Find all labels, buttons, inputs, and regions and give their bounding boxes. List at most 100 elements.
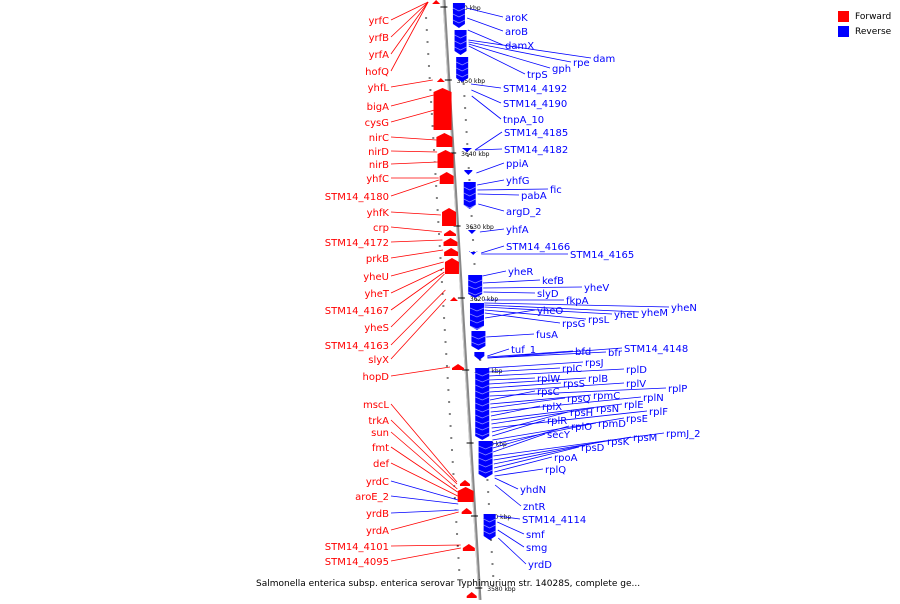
reverse-gene-label: dam — [593, 54, 615, 65]
forward-leader-line — [390, 462, 458, 497]
reverse-gene-label: rplQ — [545, 465, 566, 476]
reverse-gene-chevron — [456, 61, 469, 66]
reverse-gene-chevron — [475, 414, 490, 419]
reverse-leader-line — [498, 537, 527, 565]
legend-forward-label: Forward — [855, 11, 892, 22]
reverse-leader-line — [474, 148, 503, 151]
reverse-swatch — [838, 26, 849, 37]
reverse-gene-chevron — [475, 390, 490, 395]
forward-gene-label: yrfB — [369, 33, 390, 44]
map-caption: Salmonella enterica subsp. enterica sero… — [256, 579, 641, 589]
reverse-leader-line — [482, 279, 541, 284]
reverse-gene-arrow — [474, 352, 485, 360]
forward-gene-arrow — [449, 297, 458, 301]
tick-label: 3650 kbp — [457, 78, 485, 85]
forward-leader-line — [390, 94, 434, 107]
reverse-gene-arrow — [475, 368, 490, 440]
reverse-leader-line — [492, 433, 546, 453]
reverse-gene-chevron — [478, 457, 493, 462]
reverse-leader-line — [493, 432, 665, 457]
reverse-leader-line — [490, 405, 541, 417]
reverse-leader-line — [497, 529, 525, 548]
reverse-leader-line — [487, 348, 510, 357]
reverse-leader-line — [468, 41, 572, 63]
reverse-gene-chevron — [469, 313, 485, 318]
reverse-gene-label: STM14_4148 — [624, 344, 688, 355]
reverse-gene-arrow — [467, 230, 476, 234]
forward-gene-label: prkB — [366, 254, 389, 265]
reverse-gene-label: rpsS — [563, 379, 585, 390]
reverse-leader-line — [484, 306, 613, 315]
reverse-leader-line — [487, 347, 623, 359]
forward-gene-label: trkA — [368, 416, 389, 427]
legend-reverse: Reverse — [838, 24, 891, 39]
reverse-gene-chevron — [478, 469, 493, 474]
reverse-gene-chevron — [478, 451, 493, 456]
reverse-leader-line — [494, 484, 522, 507]
reverse-gene-label: rpsH — [570, 408, 593, 419]
reverse-gene-chevron — [471, 335, 486, 340]
reverse-leader-line — [493, 436, 632, 461]
forward-gene-label: STM14_4095 — [325, 557, 389, 568]
forward-gene-label: aroE_2 — [355, 492, 389, 503]
reverse-gene-chevron — [468, 291, 483, 296]
reverse-gene-chevron — [469, 319, 485, 324]
reverse-gene-label: secY — [547, 430, 571, 441]
reverse-gene-label: rpsM — [633, 433, 657, 444]
reverse-gene-chevron — [463, 204, 476, 209]
reverse-leader-line — [485, 309, 536, 319]
legend-reverse-label: Reverse — [855, 26, 892, 37]
tick-label: 3600 kbp — [479, 441, 507, 448]
reverse-gene-label: yhdN — [520, 485, 546, 496]
reverse-gene-label: rpsN — [596, 404, 619, 415]
forward-leader-line — [390, 79, 433, 88]
reverse-gene-label: fic — [550, 185, 562, 196]
forward-leader-line — [390, 1, 429, 21]
forward-leader-line — [390, 150, 438, 153]
forward-leader-line — [390, 431, 458, 490]
forward-gene-label: STM14_4167 — [325, 306, 389, 317]
reverse-gene-label: damX — [505, 41, 534, 52]
forward-gene-label: nirB — [369, 160, 389, 171]
forward-leader-line — [390, 211, 441, 216]
reverse-gene-chevron — [483, 530, 496, 535]
forward-leader-line — [390, 273, 445, 328]
reverse-leader-line — [491, 403, 623, 421]
forward-gene-arrow — [462, 544, 475, 551]
reverse-leader-line — [481, 245, 505, 254]
forward-leader-line — [390, 544, 461, 547]
reverse-gene-label: bfr — [608, 348, 623, 359]
reverse-leader-line — [468, 43, 551, 69]
tick-label: 3580 kbp — [487, 586, 515, 593]
forward-gene-arrow — [433, 88, 452, 130]
reverse-gene-arrow — [469, 303, 484, 330]
reverse-gene-label: rpsC — [537, 387, 560, 398]
forward-gene-label: sun — [371, 428, 389, 439]
forward-gene-label: nirD — [368, 147, 389, 158]
forward-leader-line — [390, 109, 435, 123]
forward-gene-label: yheT — [364, 289, 389, 300]
reverse-leader-line — [467, 29, 504, 46]
forward-leader-line — [390, 226, 442, 233]
reverse-leader-line — [486, 333, 535, 338]
reverse-gene-chevron — [483, 524, 496, 529]
reverse-gene-label: pabA — [521, 191, 547, 202]
forward-gene-label: yhfC — [366, 174, 389, 185]
forward-gene-label: yhfL — [368, 83, 390, 94]
reverse-leader-line — [471, 89, 502, 104]
reverse-leader-line — [482, 270, 507, 277]
reverse-gene-label: aroK — [505, 13, 528, 24]
reverse-gene-label: yhfG — [506, 176, 530, 187]
reverse-gene-chevron — [463, 186, 476, 191]
reverse-gene-label: rpsQ — [567, 394, 591, 405]
reverse-leader-line — [483, 286, 583, 289]
forward-gene-arrow — [436, 133, 453, 147]
reverse-leader-line — [490, 396, 642, 413]
forward-gene-arrow — [439, 172, 454, 184]
legend-forward: Forward — [838, 9, 891, 24]
reverse-gene-chevron — [483, 518, 496, 523]
forward-leader-line — [390, 509, 459, 514]
reverse-gene-label: gph — [552, 64, 571, 75]
forward-leader-line — [390, 419, 458, 485]
